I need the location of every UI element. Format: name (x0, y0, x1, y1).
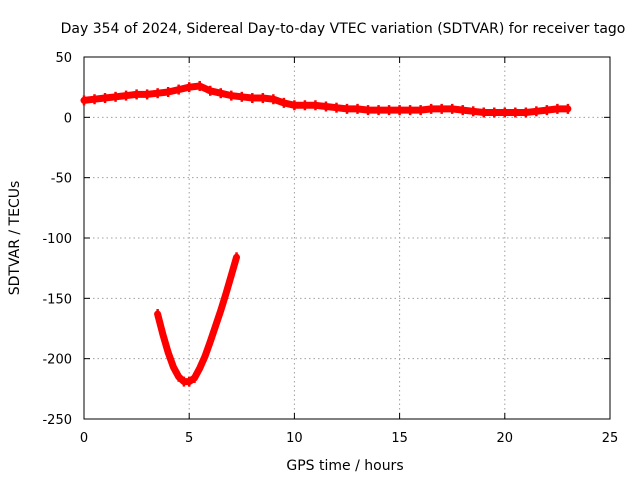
chart-title: Day 354 of 2024, Sidereal Day-to-day VTE… (61, 21, 626, 37)
y-tick-label: -250 (42, 413, 72, 428)
x-tick-label: 25 (602, 431, 619, 446)
x-tick-label: 20 (497, 431, 514, 446)
y-axis-label: SDTVAR / TECUs (7, 181, 23, 296)
grid (84, 57, 610, 419)
x-tick-label: 10 (286, 431, 303, 446)
y-tick-label: -50 (51, 172, 72, 187)
y-tick-label: 0 (64, 111, 72, 126)
ticks: 0 5 10 15 20 25 50 0 -50 -100 -150 -200 -250 (42, 51, 618, 446)
x-tick-label: 5 (185, 431, 193, 446)
y-tick-label: -150 (42, 292, 72, 307)
x-tick-label: 0 (80, 431, 88, 446)
y-tick-label: -200 (42, 353, 72, 368)
series (80, 80, 572, 387)
y-tick-label: -100 (42, 232, 72, 247)
x-tick-label: 15 (391, 431, 408, 446)
series-line-lower-trace (154, 253, 240, 386)
x-axis-label: GPS time / hours (286, 458, 403, 474)
y-tick-label: 50 (55, 51, 72, 66)
